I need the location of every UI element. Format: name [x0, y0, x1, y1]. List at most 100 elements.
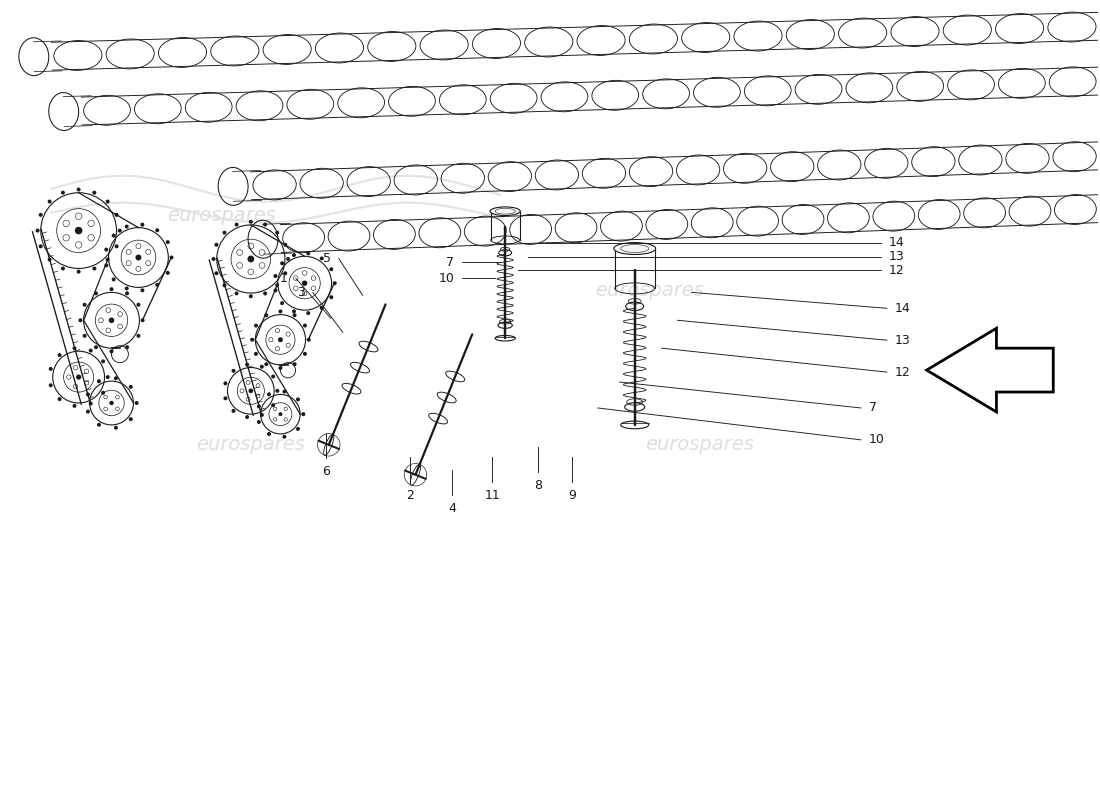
Circle shape	[223, 382, 228, 386]
Circle shape	[169, 255, 174, 259]
Circle shape	[125, 291, 129, 295]
Circle shape	[264, 314, 268, 317]
Circle shape	[296, 427, 300, 431]
Circle shape	[166, 271, 169, 275]
Circle shape	[82, 334, 87, 338]
Circle shape	[260, 413, 264, 417]
Circle shape	[141, 318, 144, 322]
Text: 13: 13	[889, 250, 904, 263]
Circle shape	[333, 282, 337, 285]
Circle shape	[106, 199, 110, 203]
Circle shape	[278, 310, 283, 314]
Text: 2: 2	[407, 489, 415, 502]
Circle shape	[302, 323, 307, 327]
Circle shape	[92, 266, 97, 270]
Text: 4: 4	[449, 502, 456, 514]
Circle shape	[109, 401, 113, 405]
Circle shape	[110, 350, 113, 354]
Text: 10: 10	[869, 434, 884, 446]
Circle shape	[39, 213, 43, 217]
Text: 3: 3	[297, 286, 305, 299]
Circle shape	[114, 213, 119, 217]
Circle shape	[86, 393, 90, 396]
Circle shape	[320, 306, 323, 310]
Circle shape	[257, 420, 261, 424]
Circle shape	[112, 278, 115, 282]
Circle shape	[292, 310, 296, 314]
Circle shape	[280, 262, 284, 266]
Circle shape	[101, 359, 106, 363]
Circle shape	[275, 230, 279, 234]
Circle shape	[267, 392, 271, 396]
Circle shape	[114, 244, 119, 248]
Circle shape	[231, 369, 235, 373]
Circle shape	[292, 253, 296, 257]
Circle shape	[271, 374, 275, 378]
Circle shape	[110, 287, 113, 291]
Ellipse shape	[491, 207, 520, 215]
Circle shape	[283, 390, 286, 394]
Circle shape	[283, 434, 286, 438]
Circle shape	[222, 230, 227, 234]
Circle shape	[306, 251, 310, 255]
Circle shape	[129, 385, 133, 389]
Circle shape	[214, 242, 219, 246]
Circle shape	[97, 379, 101, 383]
Circle shape	[278, 412, 283, 416]
Text: 7: 7	[869, 402, 877, 414]
Text: 5: 5	[322, 252, 331, 265]
Circle shape	[35, 229, 40, 233]
Circle shape	[302, 352, 307, 356]
Circle shape	[73, 346, 77, 350]
Circle shape	[320, 257, 323, 261]
Circle shape	[92, 190, 97, 194]
Circle shape	[254, 352, 257, 356]
Circle shape	[250, 338, 254, 342]
Circle shape	[271, 403, 275, 407]
Circle shape	[307, 338, 310, 342]
Circle shape	[112, 234, 115, 238]
Circle shape	[78, 318, 82, 322]
Circle shape	[234, 222, 239, 226]
Circle shape	[124, 286, 129, 290]
Circle shape	[47, 199, 52, 203]
Circle shape	[77, 187, 80, 191]
Text: 14: 14	[894, 302, 911, 315]
Circle shape	[94, 346, 98, 349]
Circle shape	[114, 426, 118, 430]
Circle shape	[211, 257, 216, 261]
Circle shape	[136, 302, 141, 306]
Circle shape	[214, 271, 219, 275]
Circle shape	[77, 270, 80, 274]
Circle shape	[73, 404, 77, 408]
Circle shape	[75, 227, 82, 234]
Circle shape	[231, 409, 235, 413]
Circle shape	[275, 389, 279, 393]
Circle shape	[60, 190, 65, 194]
Text: 10: 10	[439, 272, 454, 285]
Circle shape	[249, 389, 253, 393]
Circle shape	[60, 266, 65, 270]
Circle shape	[48, 383, 53, 387]
Circle shape	[222, 283, 227, 287]
Circle shape	[118, 229, 122, 233]
Circle shape	[125, 346, 129, 349]
Circle shape	[257, 404, 261, 408]
Text: 12: 12	[894, 366, 911, 378]
Circle shape	[82, 302, 87, 306]
Circle shape	[329, 267, 333, 271]
Circle shape	[101, 391, 106, 395]
Circle shape	[249, 294, 253, 298]
Circle shape	[260, 365, 264, 369]
Circle shape	[109, 318, 114, 323]
Circle shape	[89, 349, 92, 353]
Circle shape	[267, 432, 271, 436]
Circle shape	[329, 295, 333, 299]
Circle shape	[263, 222, 267, 226]
Circle shape	[141, 222, 144, 226]
Circle shape	[284, 242, 287, 246]
Circle shape	[248, 255, 254, 262]
Circle shape	[136, 334, 141, 338]
Circle shape	[275, 283, 279, 287]
Text: eurospares: eurospares	[167, 206, 276, 225]
